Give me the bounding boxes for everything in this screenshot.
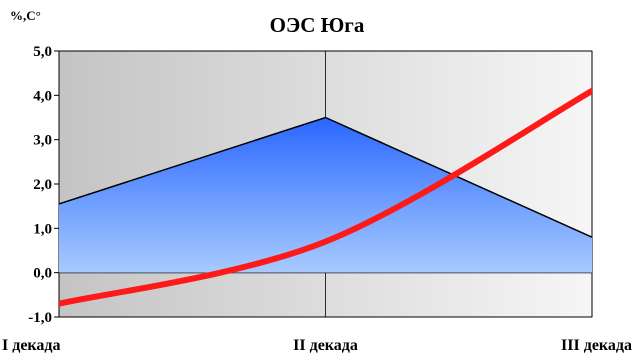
- area-series: [59, 116, 592, 273]
- y-axis-unit-label: %,С°: [10, 8, 41, 23]
- y-tick-label: 5,0: [33, 44, 52, 60]
- line-series-path: [59, 87, 592, 307]
- y-axis-ticks: -1,0 0,0 1,0 2,0 3,0 4,0 5,0: [28, 44, 59, 326]
- y-tick-label: 2,0: [33, 177, 52, 193]
- chart-title: ОЭС Юга: [270, 13, 365, 37]
- y-tick-label: 3,0: [33, 133, 52, 149]
- area-outline: [59, 116, 592, 238]
- x-tick-label: III декада: [561, 337, 632, 354]
- y-tick-label: -1,0: [28, 310, 52, 326]
- line-series: [59, 87, 592, 307]
- y-tick-label: 0,0: [33, 266, 52, 282]
- y-tick-label: 4,0: [33, 88, 52, 104]
- y-tick-label: 1,0: [33, 221, 52, 237]
- x-tick-label: I декада: [2, 337, 61, 354]
- x-axis-ticks: I декада II декада III декада: [2, 337, 632, 354]
- x-tick-label: II декада: [293, 337, 358, 354]
- area-fill: [59, 117, 592, 273]
